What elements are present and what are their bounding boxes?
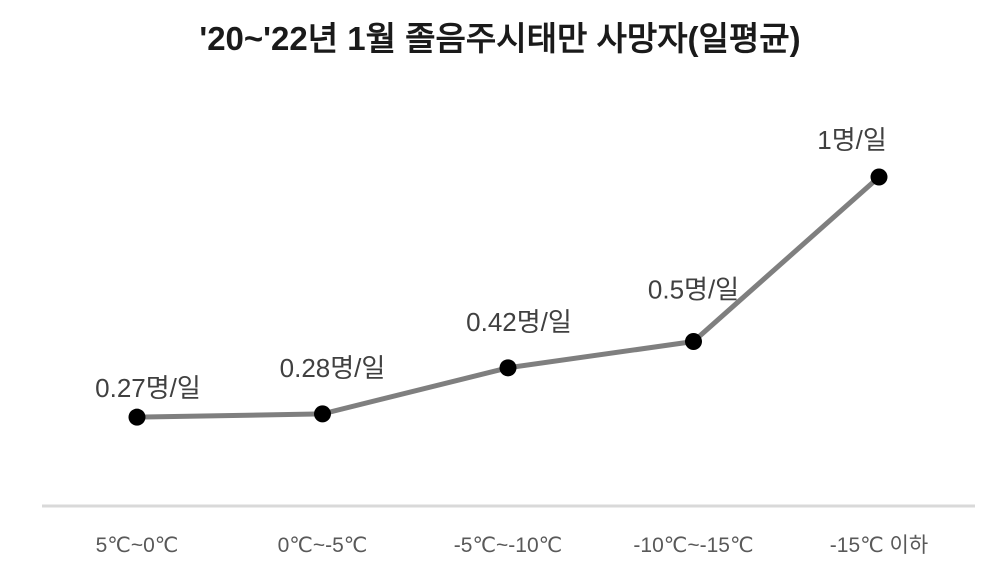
data-point-marker [314,405,331,423]
data-label: 0.5명/일 [648,275,739,305]
data-point-marker [499,359,517,377]
series-line [136,175,881,420]
x-axis-label: 5℃~0℃ [96,534,179,557]
data-point-marker [685,333,702,350]
x-axis-label: -5℃~-10℃ [454,534,562,557]
data-label: 0.42명/일 [466,307,572,337]
x-axis-label: 0℃~-5℃ [278,534,368,557]
data-label: 1명/일 [817,125,887,155]
data-point-marker [128,408,146,426]
x-axis-label: -15℃ 이하 [830,534,928,557]
chart-title: '20~'22년 1월 졸음주시태만 사망자(일평균) [199,20,801,57]
x-axis-label: -10℃~-15℃ [633,534,753,557]
data-label: 0.27명/일 [95,373,201,403]
data-label: 0.28명/일 [280,353,386,383]
data-point-marker [870,168,888,186]
